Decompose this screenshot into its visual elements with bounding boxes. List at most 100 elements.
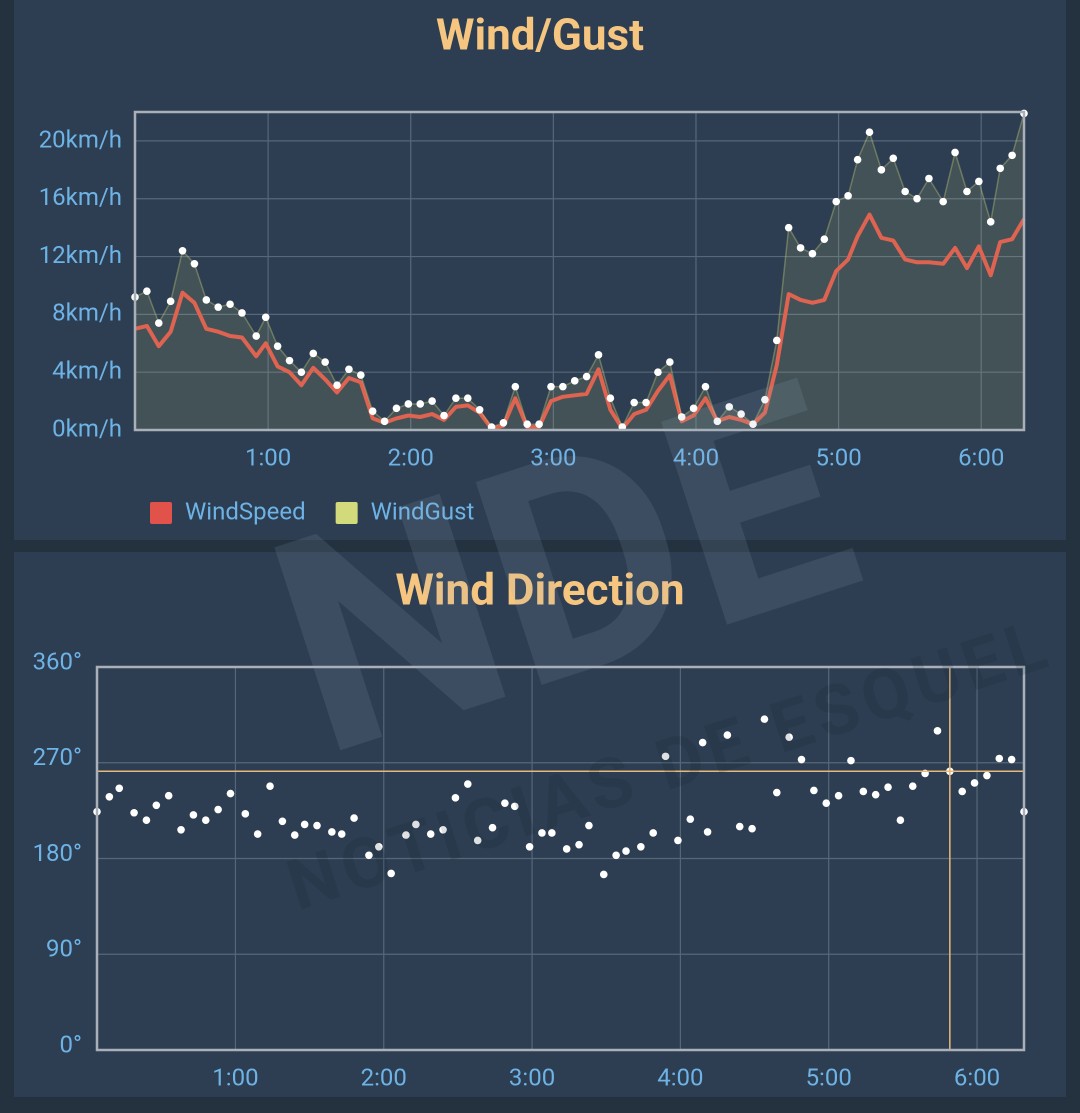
point: [871, 790, 880, 799]
marker: [202, 296, 211, 304]
marker: [654, 368, 662, 376]
point: [426, 830, 435, 838]
point: [152, 801, 161, 810]
point: [847, 756, 855, 765]
marker: [877, 166, 886, 174]
marker: [582, 372, 591, 381]
point: [201, 816, 210, 824]
point: [226, 789, 235, 798]
point: [328, 828, 336, 836]
marker: [594, 351, 603, 359]
y-tick-label: 270°: [33, 743, 82, 771]
point: [365, 851, 373, 860]
marker: [463, 394, 472, 403]
point: [933, 727, 942, 735]
point: [970, 779, 979, 787]
marker: [784, 223, 793, 232]
marker: [963, 187, 971, 196]
point: [575, 840, 583, 849]
x-tick-label: 3:00: [530, 443, 576, 471]
point: [1007, 755, 1016, 764]
marker: [713, 417, 722, 426]
marker: [951, 148, 959, 157]
marker: [214, 303, 222, 311]
point: [884, 783, 892, 792]
point: [266, 782, 274, 790]
marker: [796, 244, 805, 252]
marker: [913, 194, 921, 203]
marker: [238, 309, 246, 317]
point: [115, 784, 124, 793]
marker: [939, 197, 947, 206]
x-tick-label: 2:00: [361, 1063, 407, 1091]
point: [698, 738, 707, 747]
legend-label: WindSpeed: [185, 497, 306, 525]
marker: [547, 382, 555, 391]
point: [177, 825, 185, 834]
y-tick-label: 20km/h: [39, 125, 122, 153]
point: [253, 830, 262, 838]
marker: [677, 413, 686, 421]
point: [548, 829, 556, 837]
point: [451, 794, 460, 802]
marker: [630, 398, 638, 407]
y-tick-label: 0°: [60, 1030, 82, 1058]
point: [387, 869, 395, 878]
marker: [925, 174, 933, 183]
point: [562, 845, 571, 853]
marker: [252, 332, 261, 340]
y-tick-label: 4km/h: [52, 357, 122, 385]
point: [649, 829, 657, 837]
marker: [285, 356, 294, 365]
marker: [261, 313, 270, 322]
x-tick-label: 1:00: [212, 1063, 258, 1091]
point: [637, 842, 645, 851]
point: [313, 821, 321, 830]
x-tick-label: 2:00: [388, 443, 434, 471]
marker: [832, 197, 841, 206]
point: [464, 780, 472, 788]
marker: [865, 128, 874, 137]
x-tick-label: 4:00: [673, 443, 719, 471]
marker: [772, 336, 781, 345]
marker: [416, 400, 425, 408]
point: [834, 791, 843, 800]
marker: [297, 368, 306, 376]
point: [896, 816, 905, 824]
marker: [606, 394, 615, 403]
point: [703, 828, 712, 836]
marker: [901, 187, 909, 196]
y-tick-label: 8km/h: [52, 299, 122, 327]
point: [278, 817, 287, 826]
chart-title: Wind Direction: [395, 564, 684, 616]
marker: [853, 155, 862, 164]
marker: [725, 403, 734, 411]
panel: [14, 552, 1066, 1097]
point: [105, 792, 114, 801]
point: [760, 715, 769, 723]
marker: [820, 235, 829, 243]
marker: [535, 420, 543, 429]
marker: [273, 342, 282, 350]
marker: [440, 411, 448, 420]
point: [622, 847, 630, 855]
point: [130, 808, 138, 817]
point: [350, 814, 358, 822]
point: [241, 810, 250, 818]
marker: [761, 395, 769, 404]
point: [525, 842, 534, 851]
legend-label: WindGust: [371, 497, 475, 525]
marker: [642, 398, 650, 407]
marker: [808, 249, 817, 258]
point: [189, 811, 198, 819]
marker: [380, 417, 389, 426]
plot-frame: [133, 110, 1026, 432]
marker: [511, 382, 520, 391]
x-tick-label: 3:00: [509, 1063, 555, 1091]
chart-title: Wind/Gust: [436, 9, 644, 61]
point: [995, 754, 1004, 763]
y-tick-label: 16km/h: [39, 183, 122, 211]
marker: [499, 418, 508, 427]
marker: [226, 300, 234, 309]
x-tick-label: 6:00: [958, 443, 1004, 471]
